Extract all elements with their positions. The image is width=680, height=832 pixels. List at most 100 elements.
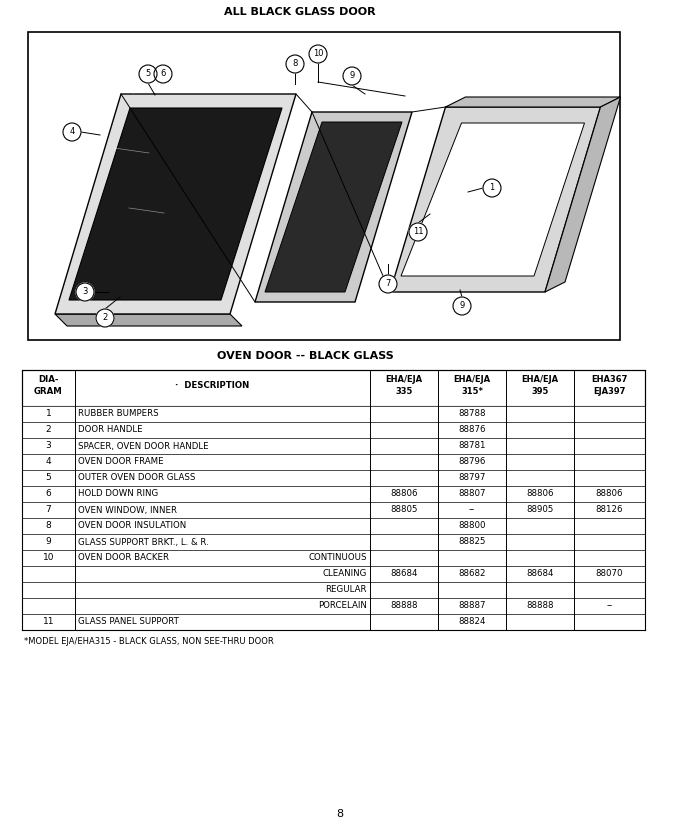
Text: 88825: 88825 — [458, 537, 486, 547]
Bar — [22, 614, 645, 630]
Text: 88888: 88888 — [526, 602, 554, 611]
Circle shape — [409, 223, 427, 241]
Bar — [22, 438, 645, 454]
Polygon shape — [545, 97, 620, 292]
Text: OVEN DOOR INSULATION: OVEN DOOR INSULATION — [78, 522, 186, 531]
Text: EJA397: EJA397 — [594, 388, 626, 397]
Circle shape — [286, 55, 304, 73]
Text: EHA367: EHA367 — [592, 375, 628, 384]
Bar — [22, 582, 645, 598]
Text: ALL BLACK GLASS DOOR: ALL BLACK GLASS DOOR — [224, 7, 376, 17]
Circle shape — [343, 67, 361, 85]
Bar — [22, 422, 645, 438]
Polygon shape — [55, 94, 296, 314]
Text: 8: 8 — [337, 809, 343, 819]
Text: OVEN DOOR FRAME: OVEN DOOR FRAME — [78, 458, 164, 467]
Bar — [28, 32, 620, 340]
Text: 335: 335 — [395, 388, 413, 397]
Text: 88070: 88070 — [596, 569, 624, 578]
Text: GLASS PANEL SUPPORT: GLASS PANEL SUPPORT — [78, 617, 179, 626]
Bar — [22, 370, 645, 406]
Text: PORCELAIN: PORCELAIN — [318, 602, 367, 611]
Circle shape — [154, 65, 172, 83]
Text: 88807: 88807 — [458, 489, 486, 498]
Text: CLEANING: CLEANING — [322, 569, 367, 578]
Bar — [22, 470, 645, 486]
Polygon shape — [390, 107, 600, 292]
Polygon shape — [445, 97, 620, 107]
Text: DIA-: DIA- — [38, 375, 58, 384]
Text: DOOR HANDLE: DOOR HANDLE — [78, 425, 143, 434]
Text: 88684: 88684 — [526, 569, 554, 578]
Text: CONTINUOUS: CONTINUOUS — [309, 553, 367, 562]
Text: 4: 4 — [69, 127, 75, 136]
Text: OVEN DOOR -- BLACK GLASS: OVEN DOOR -- BLACK GLASS — [217, 351, 393, 361]
Bar — [22, 454, 645, 470]
Text: 88806: 88806 — [526, 489, 554, 498]
Text: 88682: 88682 — [458, 569, 486, 578]
Text: 88684: 88684 — [390, 569, 418, 578]
Circle shape — [76, 283, 94, 301]
Text: 88126: 88126 — [596, 506, 624, 514]
Text: RUBBER BUMPERS: RUBBER BUMPERS — [78, 409, 158, 418]
Text: 10: 10 — [43, 553, 54, 562]
Bar — [22, 550, 645, 566]
Text: 5: 5 — [146, 70, 151, 78]
Text: 6: 6 — [160, 70, 166, 78]
Text: GRAM: GRAM — [34, 388, 63, 397]
Text: *MODEL EJA/EHA315 - BLACK GLASS, NON SEE-THRU DOOR: *MODEL EJA/EHA315 - BLACK GLASS, NON SEE… — [24, 637, 274, 646]
Circle shape — [139, 65, 157, 83]
Text: 88805: 88805 — [390, 506, 418, 514]
Text: 9: 9 — [46, 537, 52, 547]
Bar — [22, 598, 645, 614]
Text: 5: 5 — [46, 473, 52, 483]
Text: --: -- — [607, 602, 613, 611]
Text: 88887: 88887 — [458, 602, 486, 611]
Text: ·  DESCRIPTION: · DESCRIPTION — [175, 382, 250, 390]
Circle shape — [483, 179, 501, 197]
Text: 88806: 88806 — [596, 489, 624, 498]
Text: 11: 11 — [413, 227, 423, 236]
Text: 11: 11 — [43, 617, 54, 626]
Text: OVEN DOOR BACKER: OVEN DOOR BACKER — [78, 553, 169, 562]
Text: GLASS SUPPORT BRKT., L. & R.: GLASS SUPPORT BRKT., L. & R. — [78, 537, 209, 547]
Circle shape — [379, 275, 397, 293]
Text: 4: 4 — [46, 458, 51, 467]
Polygon shape — [55, 314, 242, 326]
Circle shape — [96, 309, 114, 327]
Text: 1: 1 — [46, 409, 52, 418]
Polygon shape — [265, 122, 402, 292]
Text: 7: 7 — [46, 506, 52, 514]
Polygon shape — [401, 123, 585, 276]
Text: 8: 8 — [46, 522, 52, 531]
Text: 9: 9 — [350, 72, 355, 81]
Polygon shape — [255, 112, 412, 302]
Text: 88781: 88781 — [458, 442, 486, 450]
Text: HOLD DOWN RING: HOLD DOWN RING — [78, 489, 158, 498]
Text: 8: 8 — [292, 60, 298, 68]
Text: --: -- — [469, 506, 475, 514]
Text: OVEN WINDOW, INNER: OVEN WINDOW, INNER — [78, 506, 177, 514]
Bar — [22, 406, 645, 422]
Text: 3: 3 — [46, 442, 52, 450]
Text: REGULAR: REGULAR — [326, 586, 367, 595]
Circle shape — [309, 45, 327, 63]
Text: 10: 10 — [313, 49, 323, 58]
Text: EHA/EJA: EHA/EJA — [522, 375, 558, 384]
Text: EHA/EJA: EHA/EJA — [454, 375, 490, 384]
Text: 315*: 315* — [461, 388, 483, 397]
Text: 88905: 88905 — [526, 506, 554, 514]
Bar — [22, 486, 645, 502]
Bar — [22, 566, 645, 582]
Text: 88796: 88796 — [458, 458, 486, 467]
Text: SPACER, OVEN DOOR HANDLE: SPACER, OVEN DOOR HANDLE — [78, 442, 209, 450]
Polygon shape — [69, 108, 282, 300]
Text: 88797: 88797 — [458, 473, 486, 483]
Bar — [22, 534, 645, 550]
Text: EHA/EJA: EHA/EJA — [386, 375, 422, 384]
Text: 88800: 88800 — [458, 522, 486, 531]
Text: 2: 2 — [46, 425, 51, 434]
Bar — [22, 502, 645, 518]
Text: 88806: 88806 — [390, 489, 418, 498]
Text: 7: 7 — [386, 280, 391, 289]
